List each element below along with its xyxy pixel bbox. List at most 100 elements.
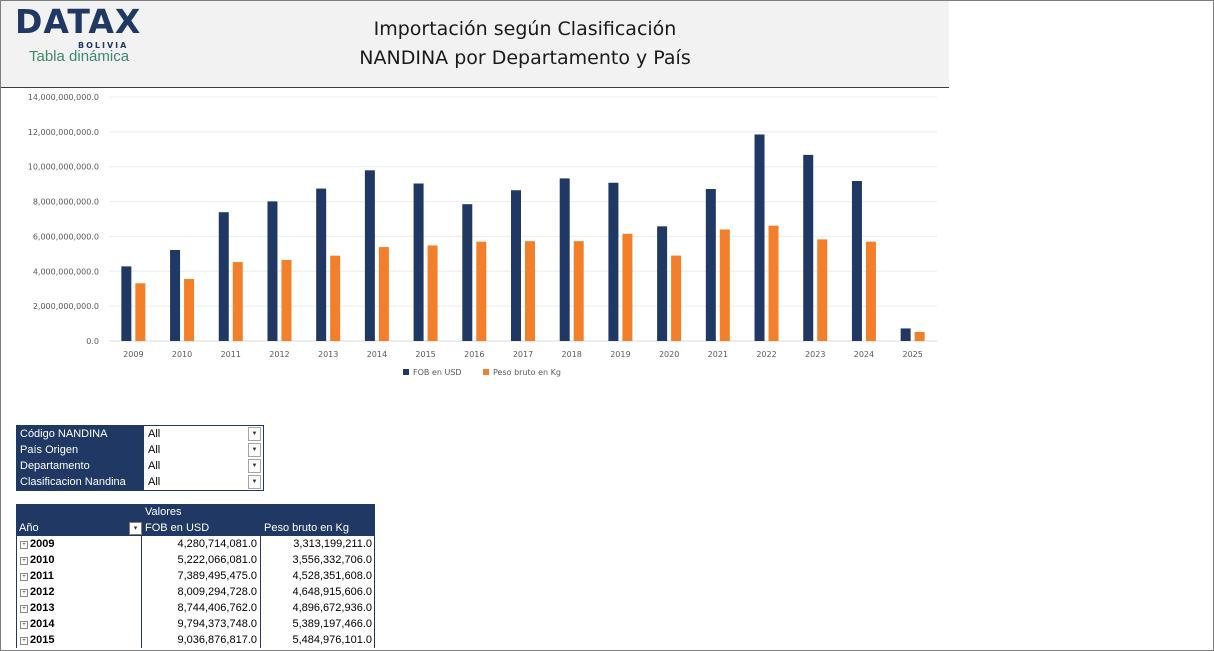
filter-value: All [148,476,161,488]
table-row: +2014 9,794,373,748.0 5,389,197,466.0 [16,616,375,632]
chart-canvas: 0.0 2,000,000,000.0 4,000,000,000.0 6,000,0… [28,93,937,377]
y-tick-label: 14,000,000,000.0 [28,93,99,102]
expand-icon[interactable]: + [20,541,28,549]
bar-fob-2009 [121,266,132,341]
bar-peso-2011 [232,262,243,341]
y-tick-label: 12,000,000,000.0 [28,128,99,137]
legend-label-peso: Peso bruto en Kg [493,368,561,377]
legend-swatch-peso [483,369,489,375]
row-year-cell[interactable]: +2012 [16,584,142,600]
table-row: +2012 8,009,294,728.0 4,648,915,606.0 [16,584,375,600]
bar-fob-2015 [413,183,424,341]
y-tick-label: 0.0 [86,337,99,346]
row-year: 2010 [30,554,55,566]
row-peso: 4,896,672,936.0 [261,600,375,616]
row-year: 2011 [30,570,54,582]
table-row: +2013 8,744,406,762.0 4,896,672,936.0 [16,600,375,616]
row-year-cell[interactable]: +2009 [16,536,142,552]
row-fob: 4,280,714,081.0 [142,536,261,552]
bar-fob-2022 [754,134,765,341]
row-year-cell[interactable]: +2015 [16,632,142,648]
x-tick-label: 2022 [756,350,776,359]
row-peso: 3,313,199,211.0 [261,536,375,552]
row-fob: 8,009,294,728.0 [142,584,261,600]
filter-codigo-nandina[interactable]: All ▼ [144,426,263,442]
row-fob: 9,036,876,817.0 [142,632,261,648]
x-tick-label: 2019 [610,350,630,359]
filter-value: All [148,460,161,472]
filter-dropdown-icon[interactable]: ▾ [129,522,142,535]
x-tick-label: 2018 [562,350,582,359]
bar-fob-2013 [316,188,327,341]
row-year-cell[interactable]: +2013 [16,600,142,616]
bar-peso-2018 [573,241,584,341]
filter-value: All [148,444,161,456]
table-row: +2009 4,280,714,081.0 3,313,199,211.0 [16,536,375,552]
x-tick-label: 2011 [221,350,241,359]
table-row: +2011 7,389,495,475.0 4,528,351,608.0 [16,568,375,584]
x-tick-label: 2014 [367,350,387,359]
expand-icon[interactable]: + [20,589,28,597]
expand-icon[interactable]: + [20,573,28,581]
bar-peso-2017 [525,241,535,341]
dropdown-arrow-icon[interactable]: ▼ [248,427,261,441]
row-peso: 4,528,351,608.0 [261,568,375,584]
expand-icon[interactable]: + [20,605,28,613]
pivot-body: +2009 4,280,714,081.0 3,313,199,211.0 +2010… [16,536,375,648]
bar-peso-2009 [135,283,146,341]
bar-fob-2020 [657,226,668,341]
row-year: 2009 [30,538,55,550]
pivot-table: Valores Año ▾ FOB en USD Peso bruto en K… [16,504,375,648]
x-tick-label: 2013 [318,350,338,359]
x-tick-label: 2021 [708,350,728,359]
bar-peso-2010 [184,279,195,341]
values-header: Valores [145,506,182,518]
bar-fob-2021 [705,189,716,341]
filter-label: Clasificacion Nandina [17,474,144,490]
x-tick-label: 2017 [513,350,533,359]
row-year: 2014 [30,618,55,630]
dropdown-arrow-icon[interactable]: ▼ [248,475,261,489]
filter-row: Departamento All ▼ [17,458,263,474]
bar-peso-2012 [281,259,292,341]
bar-chart[interactable]: 0.0 2,000,000,000.0 4,000,000,000.0 6,000,0… [1,87,949,387]
bar-peso-2020 [671,255,682,341]
bar-fob-2025 [900,328,911,341]
row-year: 2012 [30,586,55,598]
x-tick-label: 2016 [464,350,484,359]
column-header-year[interactable]: Año ▾ [16,520,142,536]
dropdown-arrow-icon[interactable]: ▼ [248,443,261,457]
bar-peso-2024 [865,241,876,341]
x-tick-label: 2012 [269,350,289,359]
filter-clasificacion-nandina[interactable]: All ▼ [144,474,263,490]
header-band: DATAX BOLIVIA Tabla dinámica Importación… [1,1,949,88]
bar-peso-2025 [914,331,925,341]
bar-fob-2024 [851,181,862,341]
pivot-filters: Código NANDINA All ▼ País Origen All ▼ D… [16,425,264,491]
filter-label: País Origen [17,442,144,458]
row-year-cell[interactable]: +2011 [16,568,142,584]
x-tick-label: 2009 [123,350,143,359]
row-year-cell[interactable]: +2010 [16,552,142,568]
bar-fob-2011 [218,212,229,341]
filter-departamento[interactable]: All ▼ [144,458,263,474]
row-fob: 9,794,373,748.0 [142,616,261,632]
filter-pais-origen[interactable]: All ▼ [144,442,263,458]
bar-peso-2022 [768,225,779,341]
table-row: +2015 9,036,876,817.0 5,484,976,101.0 [16,632,375,648]
x-tick-label: 2023 [805,350,825,359]
datax-logo: DATAX [15,2,142,41]
expand-icon[interactable]: + [20,621,28,629]
expand-icon[interactable]: + [20,637,28,645]
bar-peso-2021 [719,229,730,341]
row-year-cell[interactable]: +2014 [16,616,142,632]
bar-peso-2016 [476,241,487,341]
page-title: Importación según Clasificación NANDINA … [251,15,799,73]
row-peso: 3,556,332,706.0 [261,552,375,568]
filter-row: Código NANDINA All ▼ [17,426,263,442]
row-peso: 5,484,976,101.0 [261,632,375,648]
dropdown-arrow-icon[interactable]: ▼ [248,459,261,473]
x-tick-label: 2025 [902,350,922,359]
expand-icon[interactable]: + [20,557,28,565]
x-tick-label: 2015 [415,350,435,359]
